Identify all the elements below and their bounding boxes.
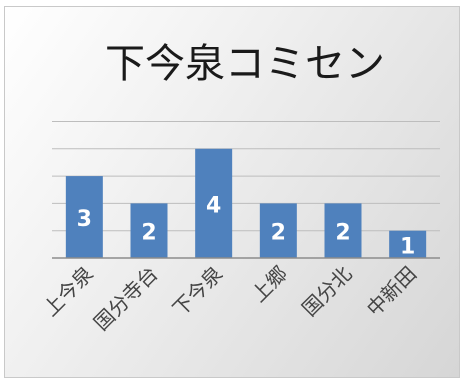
bar bbox=[324, 203, 362, 258]
data-label: 3 bbox=[77, 207, 92, 232]
category-tick-label: 下今泉 bbox=[168, 262, 227, 321]
chart-frame: 下今泉コミセン 3 2 4 2 2 1 上今泉 国分寺台 下今泉 上郷 国分北 中新田 bbox=[4, 6, 460, 378]
data-label: 2 bbox=[271, 221, 286, 246]
data-label: 1 bbox=[400, 234, 415, 259]
data-label: 2 bbox=[335, 221, 350, 246]
bar bbox=[389, 230, 427, 258]
chart-title: 下今泉コミセン bbox=[105, 41, 385, 87]
bars bbox=[65, 148, 427, 258]
category-tick-label: 上郷 bbox=[247, 262, 292, 307]
data-labels: 3 2 4 2 2 1 bbox=[77, 193, 416, 259]
category-tick-label: 国分北 bbox=[297, 262, 356, 321]
data-label: 4 bbox=[206, 193, 221, 218]
category-tick-label: 国分寺台 bbox=[89, 262, 163, 336]
bar bbox=[65, 176, 103, 258]
category-tick-label: 上今泉 bbox=[38, 262, 97, 321]
bar bbox=[195, 148, 233, 258]
bar bbox=[130, 203, 168, 258]
bar bbox=[259, 203, 297, 258]
category-tick-label: 中新田 bbox=[362, 262, 421, 321]
gridlines bbox=[52, 121, 440, 232]
data-label: 2 bbox=[141, 221, 156, 246]
